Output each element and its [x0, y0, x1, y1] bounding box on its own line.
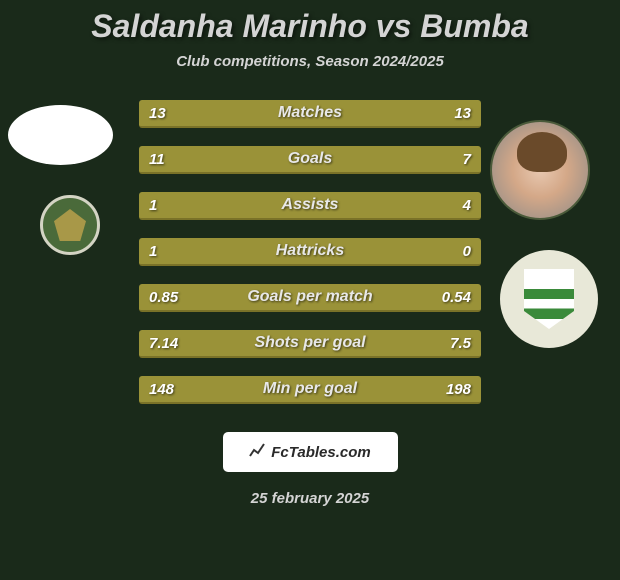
subtitle: Club competitions, Season 2024/2025 — [0, 53, 620, 70]
stat-label: Assists — [139, 196, 481, 214]
stat-row: 11 Goals 7 — [139, 146, 481, 174]
stat-right-value: 7 — [463, 151, 471, 168]
stat-right-value: 13 — [454, 105, 471, 122]
stat-left-value: 7.14 — [149, 335, 178, 352]
stat-left-value: 1 — [149, 197, 157, 214]
stat-label: Matches — [139, 104, 481, 122]
stat-label: Min per goal — [139, 380, 481, 398]
stat-row: 13 Matches 13 — [139, 100, 481, 128]
stat-label: Hattricks — [139, 242, 481, 260]
date-label: 25 february 2025 — [0, 490, 620, 507]
chart-icon — [249, 442, 265, 463]
stat-left-value: 13 — [149, 105, 166, 122]
stat-row: 148 Min per goal 198 — [139, 376, 481, 404]
stat-right-value: 7.5 — [450, 335, 471, 352]
stat-right-value: 0 — [463, 243, 471, 260]
stat-label: Shots per goal — [139, 334, 481, 352]
brand-badge[interactable]: FcTables.com — [223, 432, 398, 472]
stat-left-value: 0.85 — [149, 289, 178, 306]
stat-row: 0.85 Goals per match 0.54 — [139, 284, 481, 312]
stat-left-value: 148 — [149, 381, 174, 398]
stat-label: Goals per match — [139, 288, 481, 306]
stat-right-value: 4 — [463, 197, 471, 214]
stat-label: Goals — [139, 150, 481, 168]
stat-row: 7.14 Shots per goal 7.5 — [139, 330, 481, 358]
stat-row: 1 Assists 4 — [139, 192, 481, 220]
stat-row: 1 Hattricks 0 — [139, 238, 481, 266]
stat-left-value: 11 — [149, 151, 165, 168]
page-title: Saldanha Marinho vs Bumba — [0, 8, 620, 45]
stat-left-value: 1 — [149, 243, 157, 260]
stat-right-value: 0.54 — [442, 289, 471, 306]
brand-text: FcTables.com — [271, 444, 370, 461]
stats-table: 13 Matches 13 11 Goals 7 1 Assists 4 1 H… — [0, 100, 620, 404]
stat-right-value: 198 — [446, 381, 471, 398]
